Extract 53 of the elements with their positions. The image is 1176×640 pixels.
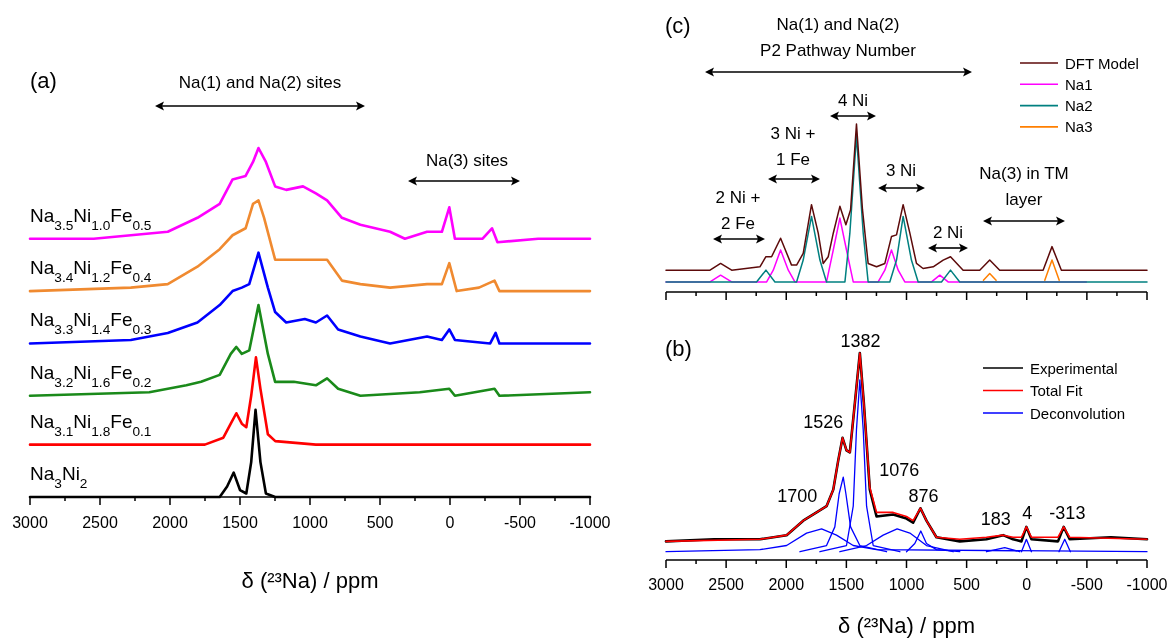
x-tick-label: 1000 <box>292 514 328 531</box>
x-tick-label: 2000 <box>152 514 188 531</box>
x-tick-label: -500 <box>1070 576 1103 593</box>
annotation: -313 <box>1049 502 1086 523</box>
legend-label: Total Fit <box>1030 382 1084 399</box>
annotation: 1526 <box>803 411 844 432</box>
x-axis-title: δ (²³Na) / ppm <box>241 568 379 593</box>
annotation: 3 Ni <box>885 161 917 180</box>
x-tick-label: 3000 <box>648 576 684 593</box>
x-tick-label: 0 <box>445 514 455 531</box>
series-label: Na$_{3}$Ni$_{2}$ <box>30 463 88 491</box>
text: (a) <box>30 68 57 93</box>
x-tick-label: -1000 <box>1126 576 1168 593</box>
legend-label: Experimental <box>1030 359 1118 377</box>
x-tick-label: 0 <box>1022 576 1032 593</box>
legend-label: Na3 <box>1065 118 1093 136</box>
annotation: 183 <box>980 509 1011 530</box>
series-label: Na$_{3.5}$Ni$_{1.0}$Fe$_{0.5}$ <box>30 204 152 233</box>
x-tick-label: 1500 <box>222 514 258 531</box>
x-tick-label: 2000 <box>768 576 805 593</box>
annotation: 876 <box>908 486 939 507</box>
x-axis-title: δ (²³Na) / ppm <box>838 613 975 638</box>
series-label: Na$_{3.4}$Ni$_{1.2}$Fe$_{0.4}$ <box>30 257 152 285</box>
annotation: 3 Ni + 1 Fe <box>770 124 816 169</box>
x-tick-label: 1000 <box>888 576 925 593</box>
x-tick-label: 500 <box>953 576 981 593</box>
x-tick-label: 500 <box>366 514 394 531</box>
x-tick-label: -1000 <box>569 514 611 531</box>
series-label: Na$_{3.3}$Ni$_{1.4}$Fe$_{0.3}$ <box>30 309 152 337</box>
legend-label: Na1 <box>1065 75 1093 93</box>
text: Na(1) and Na(2) P2 Pathway Number <box>760 15 917 60</box>
x-tick-label: -500 <box>503 514 537 531</box>
text: (c) <box>665 13 691 38</box>
annotation: Na(3) sites <box>425 151 509 170</box>
series-label: Na$_{3.2}$Ni$_{1.6}$Fe$_{0.2}$ <box>30 361 152 390</box>
text: Na(1) and Na(2) sites <box>178 73 342 92</box>
x-tick-label: 2500 <box>708 576 745 593</box>
annotation: 1700 <box>777 486 818 507</box>
x-tick-label: 3000 <box>12 514 48 531</box>
annotation: 2 Ni <box>932 223 964 242</box>
annotation: 1076 <box>879 460 920 481</box>
annotation: (b) <box>665 336 692 361</box>
series-label: Na$_{3.1}$Ni$_{1.8}$Fe$_{0.1}$ <box>30 410 152 439</box>
annotation: Na(3) in TM layer <box>979 164 1069 209</box>
annotation: 4 <box>1022 502 1033 523</box>
legend-label: Deconvolution <box>1030 404 1126 422</box>
annotation: 1382 <box>840 331 881 351</box>
text: 4 Ni <box>837 91 869 110</box>
legend-label: Na2 <box>1065 97 1093 115</box>
legend-label: DFT Model <box>1065 54 1139 72</box>
x-tick-label: 2500 <box>82 514 118 531</box>
annotation: 2 Ni + 2 Fe <box>715 188 761 233</box>
x-tick-label: 1500 <box>828 576 865 593</box>
